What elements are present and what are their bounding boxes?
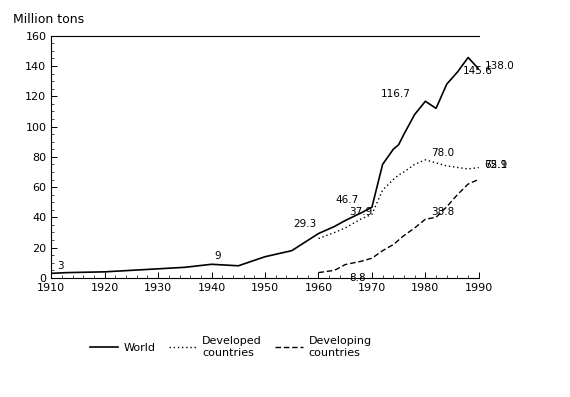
Text: 8.8: 8.8	[349, 273, 366, 283]
Text: Million tons: Million tons	[13, 13, 84, 26]
Text: 145.6: 145.6	[463, 66, 492, 76]
Text: 37.9: 37.9	[349, 207, 373, 217]
Text: 65.1: 65.1	[484, 160, 508, 170]
Text: 78.0: 78.0	[431, 148, 454, 158]
Legend: World, Developed
countries, Developing
countries: World, Developed countries, Developing c…	[86, 332, 376, 362]
Text: 138.0: 138.0	[484, 61, 514, 71]
Text: 116.7: 116.7	[381, 89, 411, 99]
Text: 46.7: 46.7	[336, 195, 359, 205]
Text: 9: 9	[214, 251, 221, 261]
Text: 38.8: 38.8	[431, 207, 454, 217]
Text: 29.3: 29.3	[294, 219, 317, 229]
Text: 72.9: 72.9	[484, 160, 508, 170]
Text: 3: 3	[57, 261, 63, 271]
